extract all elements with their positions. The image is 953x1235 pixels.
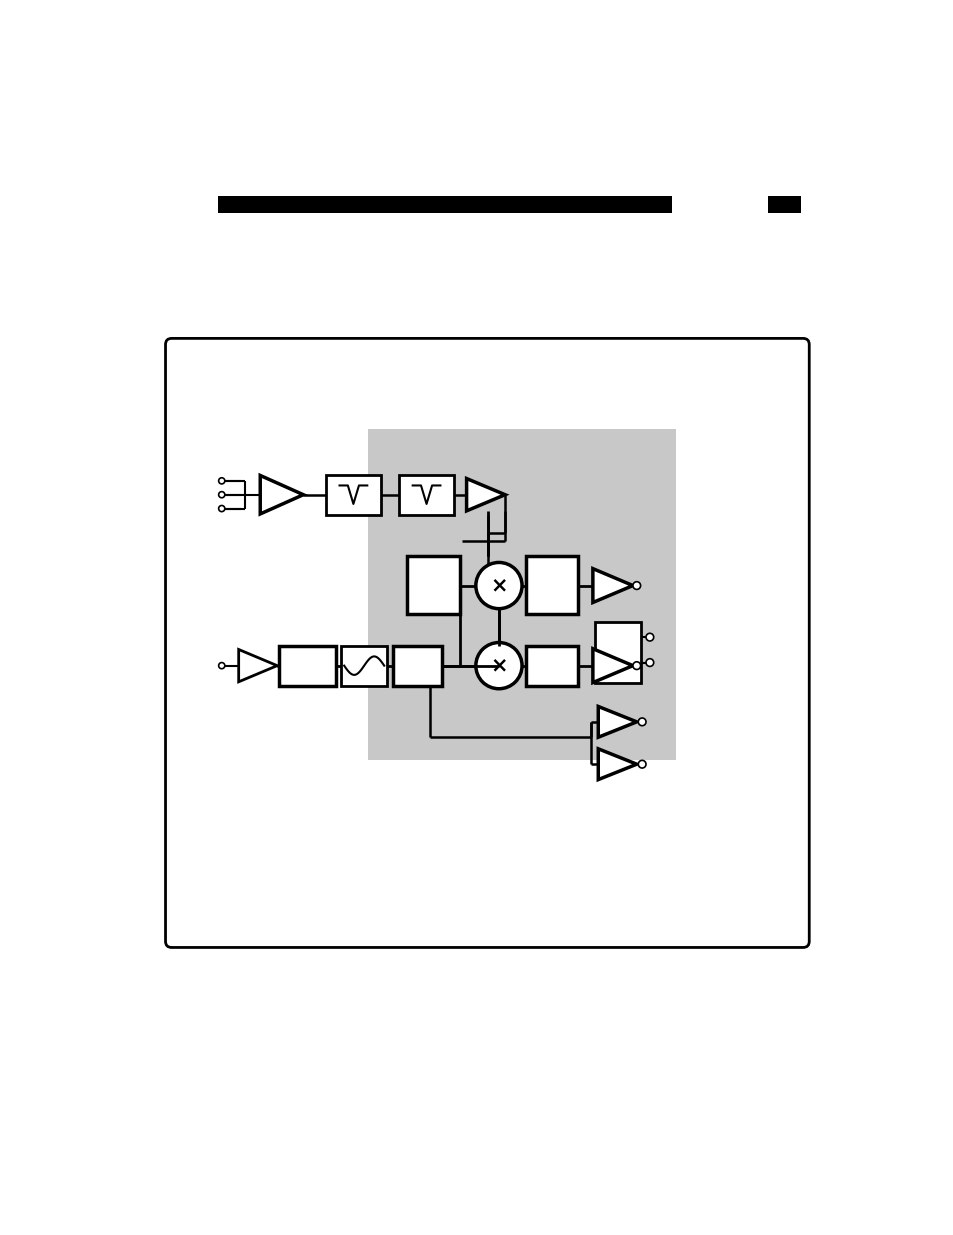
- Bar: [393, 646, 441, 687]
- Circle shape: [218, 662, 225, 668]
- Polygon shape: [598, 748, 636, 779]
- Circle shape: [476, 562, 521, 609]
- Bar: [325, 475, 381, 515]
- Text: ×: ×: [490, 656, 507, 676]
- Circle shape: [638, 718, 645, 726]
- Bar: [525, 556, 578, 614]
- Circle shape: [632, 662, 640, 669]
- Bar: [278, 646, 336, 687]
- Polygon shape: [260, 475, 303, 514]
- FancyBboxPatch shape: [166, 338, 808, 947]
- Circle shape: [218, 492, 225, 498]
- Circle shape: [645, 634, 653, 641]
- Circle shape: [218, 505, 225, 511]
- Bar: [595, 621, 640, 683]
- Text: ×: ×: [490, 576, 507, 595]
- Bar: [406, 556, 460, 614]
- Circle shape: [638, 761, 645, 768]
- Bar: [767, 196, 800, 212]
- Polygon shape: [466, 478, 504, 511]
- Bar: [368, 430, 676, 761]
- Circle shape: [476, 642, 521, 689]
- Circle shape: [645, 658, 653, 667]
- Polygon shape: [238, 650, 277, 682]
- Bar: [217, 196, 672, 212]
- Circle shape: [632, 582, 640, 589]
- Bar: [398, 475, 454, 515]
- Polygon shape: [592, 568, 632, 603]
- Circle shape: [218, 478, 225, 484]
- Bar: [525, 646, 578, 687]
- Bar: [341, 646, 387, 687]
- Polygon shape: [598, 706, 636, 737]
- Polygon shape: [592, 648, 632, 683]
